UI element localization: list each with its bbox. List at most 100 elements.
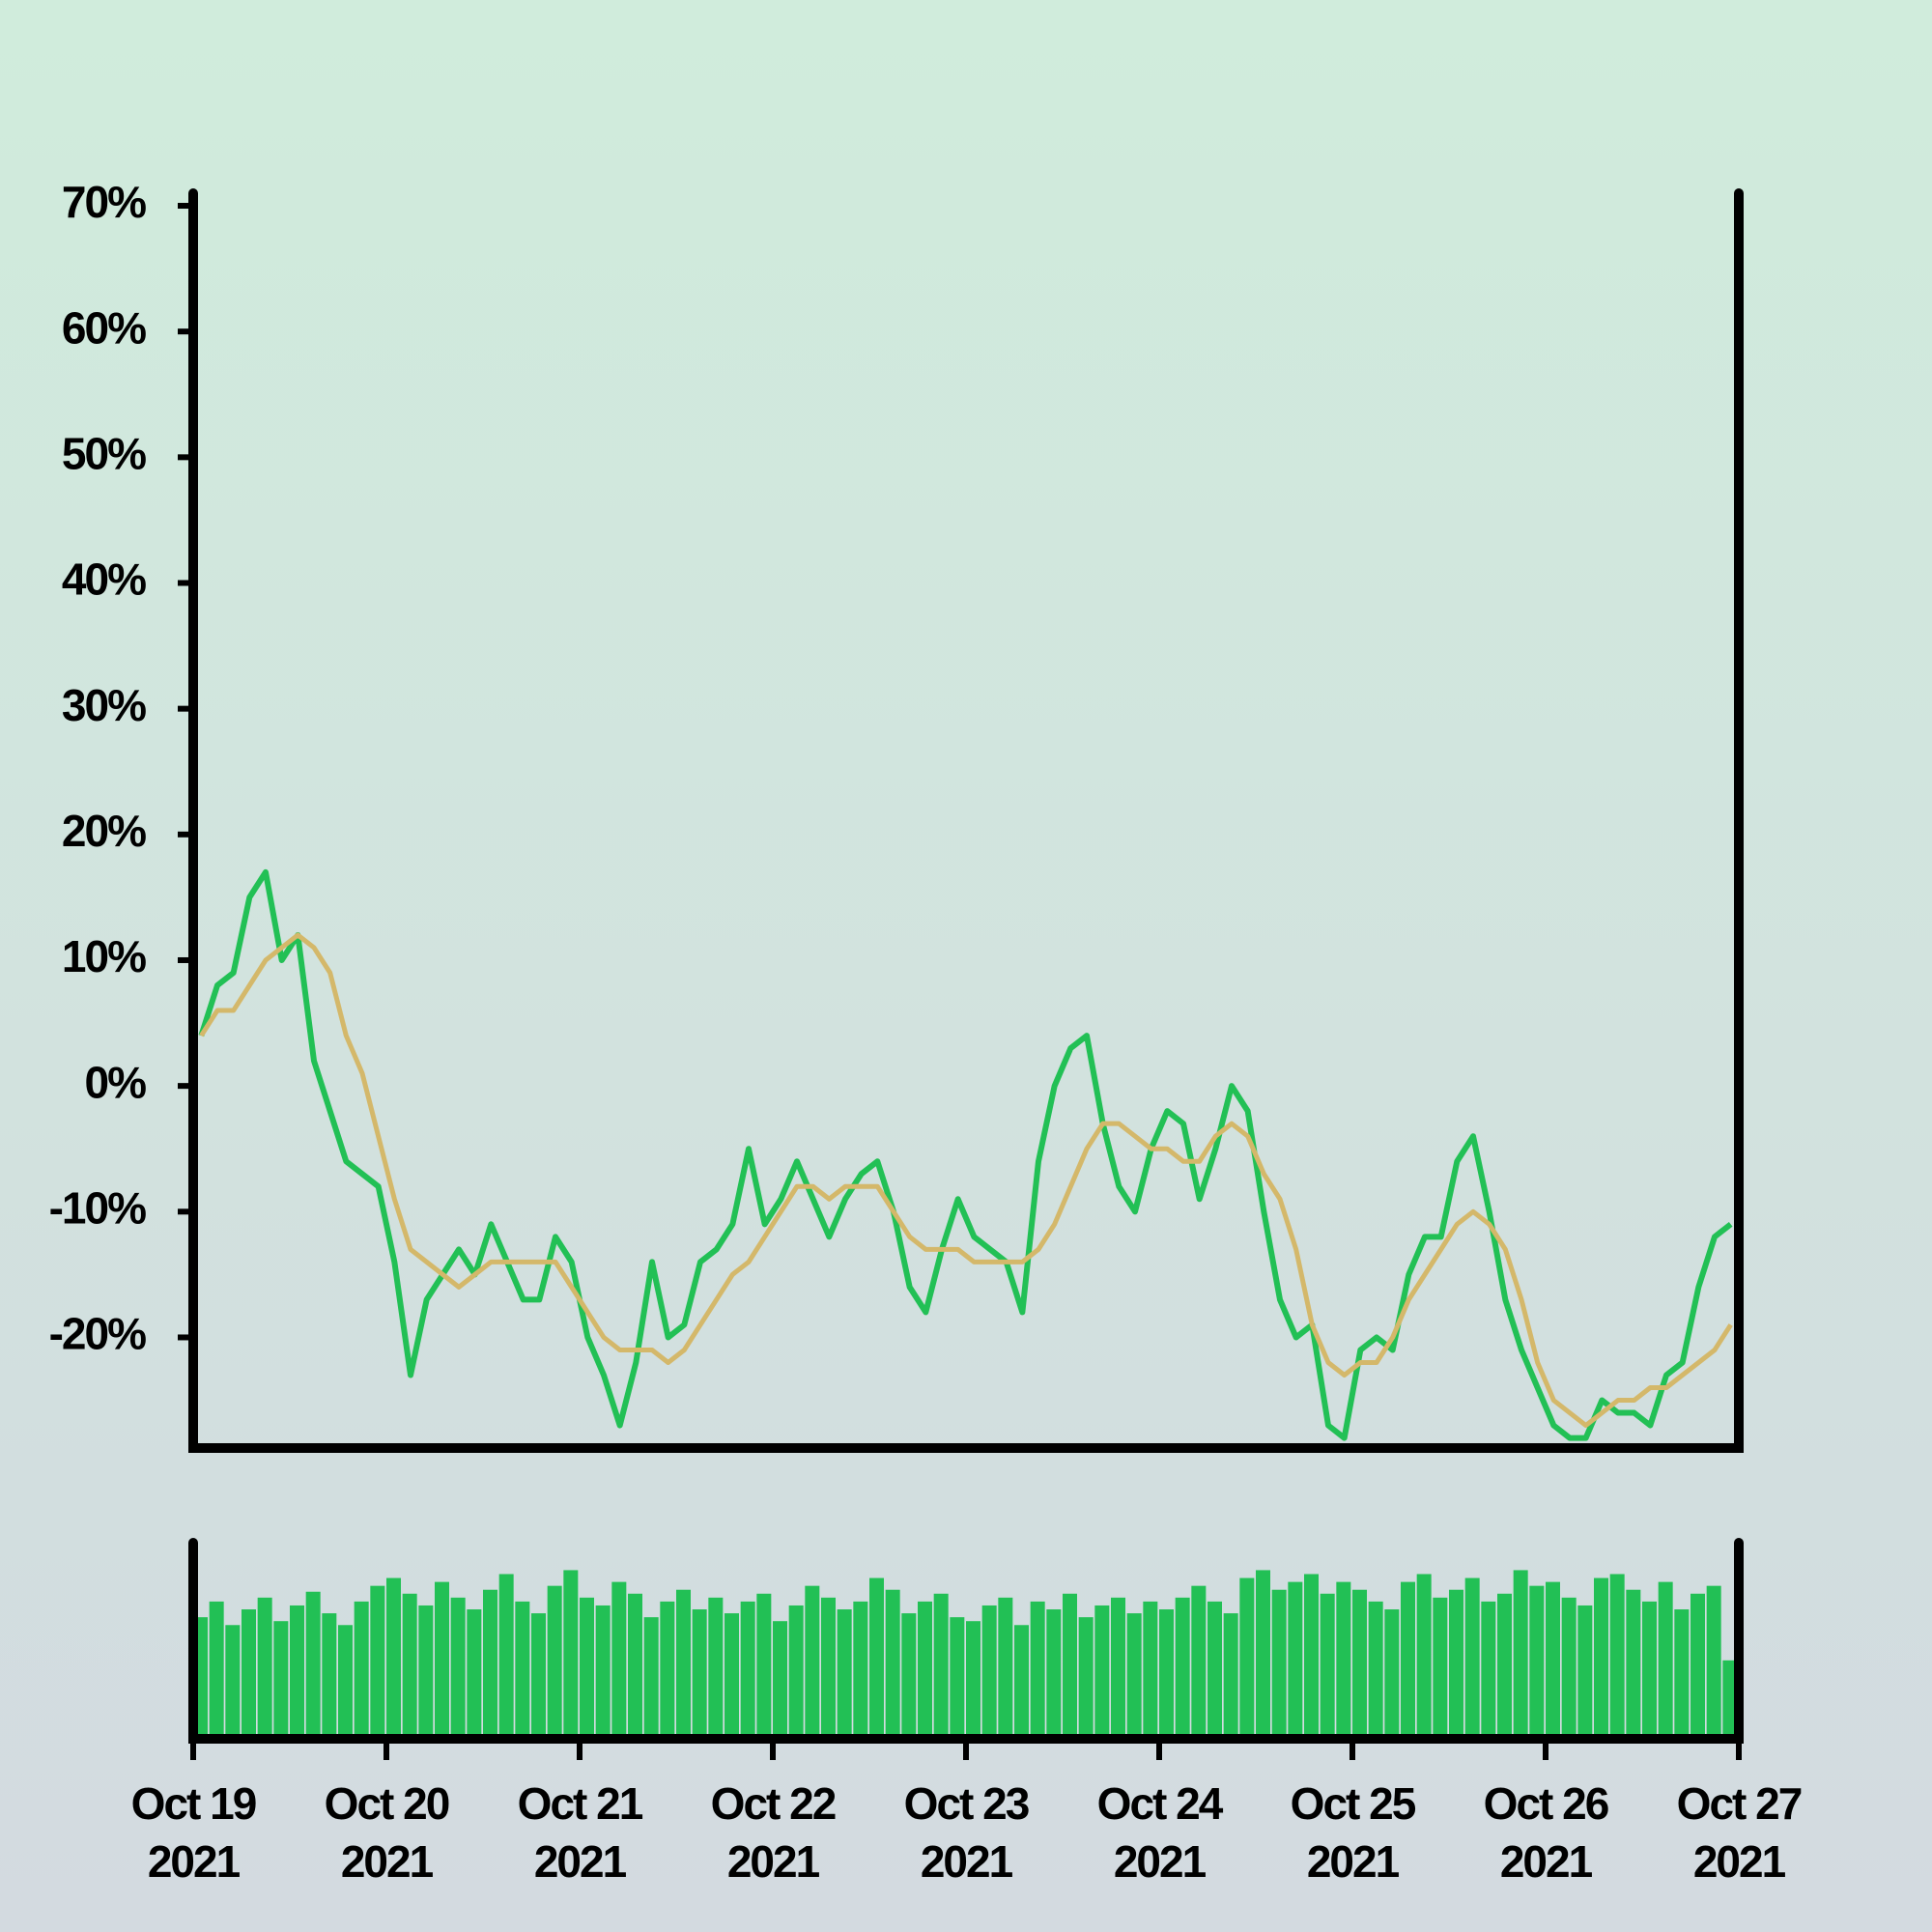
- volume-bar: [1078, 1617, 1094, 1739]
- volume-bar: [1271, 1589, 1287, 1739]
- volume-bar: [611, 1581, 627, 1739]
- y-tick-label: 70%: [62, 177, 146, 227]
- volume-bar: [756, 1593, 772, 1739]
- x-tick-label: Oct 23 2021: [904, 1778, 1029, 1887]
- volume-bar: [885, 1589, 900, 1739]
- volume-bar: [950, 1617, 965, 1739]
- volume-bar: [483, 1589, 497, 1739]
- volume-bar: [1481, 1601, 1496, 1739]
- volume-bar: [1063, 1593, 1077, 1739]
- volume-bar: [1191, 1585, 1207, 1739]
- volume-bar: [209, 1601, 224, 1739]
- volume-bar: [788, 1605, 804, 1739]
- volume-bar: [933, 1593, 949, 1739]
- volume-bar: [981, 1605, 997, 1739]
- volume-bar: [1642, 1601, 1657, 1739]
- volume-bar: [1352, 1589, 1367, 1739]
- volume-bar: [1030, 1601, 1045, 1739]
- volume-bar: [1546, 1581, 1560, 1739]
- volume-bar: [225, 1625, 241, 1739]
- volume-bar: [1658, 1581, 1673, 1739]
- volume-bar: [1256, 1570, 1270, 1739]
- volume-bar: [643, 1617, 659, 1739]
- volume-bar: [1401, 1581, 1415, 1739]
- volume-bar: [1111, 1597, 1125, 1739]
- y-tick-label: 30%: [62, 680, 146, 730]
- volume-bar: [257, 1597, 272, 1739]
- y-tick-label: 50%: [62, 428, 146, 478]
- volume-bar: [1126, 1613, 1142, 1739]
- volume-bar: [837, 1609, 852, 1739]
- volume-bar: [402, 1593, 417, 1739]
- volume-bar: [1706, 1585, 1721, 1739]
- volume-bar: [338, 1625, 353, 1739]
- volume-bar: [869, 1577, 884, 1739]
- volume-bar: [450, 1597, 466, 1739]
- volume-bar: [1159, 1609, 1174, 1739]
- volume-bar: [1094, 1605, 1110, 1739]
- volume-bar: [676, 1589, 691, 1739]
- volume-bar: [1690, 1593, 1705, 1739]
- volume-bar: [595, 1605, 611, 1739]
- volume-bar: [1014, 1625, 1029, 1739]
- volume-bar: [1609, 1574, 1625, 1739]
- volume-bar: [563, 1570, 579, 1739]
- volume-bar: [242, 1609, 256, 1739]
- volume-bar: [724, 1613, 739, 1739]
- y-tick-label: -20%: [49, 1309, 146, 1359]
- volume-bar: [901, 1613, 917, 1739]
- x-tick-label: Oct 27 2021: [1677, 1778, 1802, 1887]
- series-line: [198, 868, 1733, 1441]
- volume-bar: [1239, 1577, 1255, 1739]
- y-tick-label: 10%: [62, 931, 146, 981]
- y-tick-label: 20%: [62, 806, 146, 856]
- volume-bar: [692, 1609, 707, 1739]
- y-tick-label: -10%: [49, 1182, 146, 1233]
- volume-bar: [1513, 1570, 1528, 1739]
- y-tick-label: 60%: [62, 302, 146, 353]
- volume-bar: [290, 1605, 304, 1739]
- volume-bar: [531, 1613, 546, 1739]
- volume-bar: [1577, 1605, 1593, 1739]
- volume-bar: [1497, 1593, 1512, 1739]
- x-tick-label: Oct 22 2021: [711, 1778, 836, 1887]
- volume-bar: [1143, 1601, 1158, 1739]
- volume-bar: [805, 1585, 820, 1739]
- volume-bar: [1223, 1613, 1238, 1739]
- volume-bar: [1288, 1581, 1303, 1739]
- volume-bar: [1433, 1597, 1448, 1739]
- x-tick-label: Oct 24 2021: [1097, 1778, 1224, 1887]
- volume-bar: [370, 1585, 385, 1739]
- y-tick-label: 0%: [85, 1057, 147, 1107]
- volume-bar: [1674, 1609, 1690, 1739]
- volume-bar: [322, 1613, 337, 1739]
- volume-bar: [1336, 1581, 1351, 1739]
- y-tick-label: 40%: [62, 554, 146, 605]
- volume-bar: [1464, 1577, 1480, 1739]
- volume-bar: [273, 1621, 289, 1739]
- main-axes: [188, 188, 1744, 1453]
- volume-bar: [628, 1593, 642, 1739]
- x-tick-label: Oct 19 2021: [131, 1778, 256, 1887]
- volume-bar: [354, 1601, 369, 1739]
- volume-bar: [498, 1574, 514, 1739]
- volume-bar: [1416, 1574, 1432, 1739]
- volume-bar: [1304, 1574, 1319, 1739]
- volume-bar: [1626, 1589, 1641, 1739]
- volume-bar: [580, 1597, 594, 1739]
- volume-bar: [418, 1605, 434, 1739]
- x-tick-label: Oct 26 2021: [1484, 1778, 1608, 1887]
- volume-bar: [515, 1601, 530, 1739]
- volume-bar: [1175, 1597, 1190, 1739]
- volume-bar: [547, 1585, 562, 1739]
- x-tick-label: Oct 20 2021: [325, 1778, 449, 1887]
- volume-bar: [740, 1601, 755, 1739]
- volume-bar: [1046, 1609, 1062, 1739]
- volume-bar: [918, 1601, 932, 1739]
- volume-bar: [821, 1597, 836, 1739]
- volume-bar: [708, 1597, 724, 1739]
- volume-bar: [1368, 1601, 1383, 1739]
- volume-bar: [305, 1591, 321, 1739]
- volume-bar: [853, 1601, 868, 1739]
